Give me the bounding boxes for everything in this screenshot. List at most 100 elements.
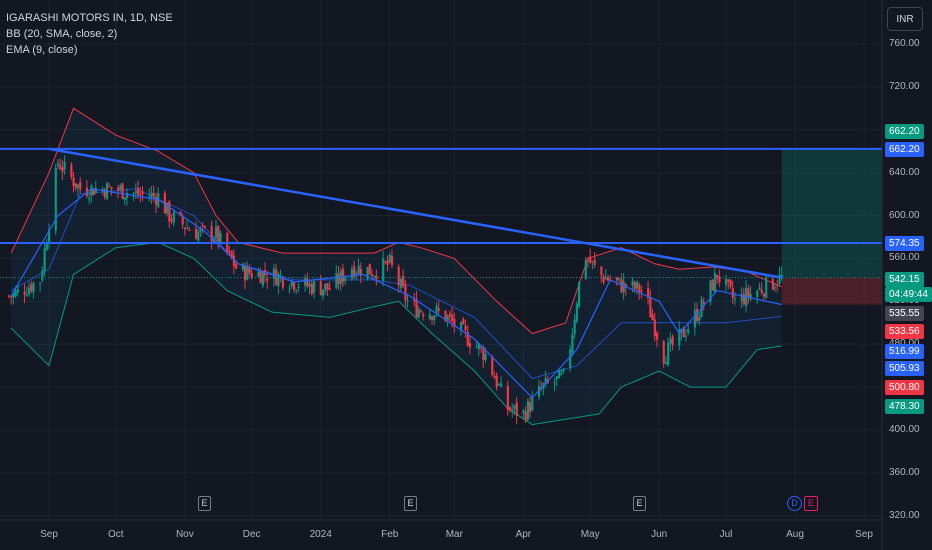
candle-body [390,256,394,266]
candle-body [649,298,652,318]
candle-body [43,248,46,271]
candle-body [647,288,650,299]
candle-body [384,261,387,263]
candle-body [341,268,345,282]
candle-body [297,286,300,288]
candle-body [357,265,360,274]
candle-body [183,227,187,230]
candle-body [475,346,478,348]
candle-body [569,349,572,369]
candle-body [344,276,347,282]
candle-body [63,161,66,170]
time-axis-label: Apr [515,529,532,540]
candle-body [462,318,465,325]
candle-body [366,267,369,279]
price-axis-label: 560.00 [889,252,920,264]
candle-body [749,293,752,300]
candle-body [241,264,244,270]
candle-body [308,283,311,287]
candle-body [319,281,322,295]
time-axis-label: Sep [40,529,58,540]
candle-body [16,288,20,293]
candle-body [742,294,746,305]
earnings-marker-3[interactable]: E [633,496,646,511]
candle-body [406,300,409,302]
candle-body [667,342,670,365]
candle-body [544,377,547,384]
ema-line [10,188,782,399]
candle-body [230,251,233,259]
dividend-marker[interactable]: D [787,496,802,511]
candle-body [337,273,340,284]
time-axis-label: Feb [381,529,399,540]
earnings-marker-1[interactable]: E [198,496,211,511]
candle-body [373,276,376,278]
candle-body [119,185,122,190]
candle-body [163,193,167,214]
candle-body [350,269,354,280]
candle-body [12,293,15,298]
candle-body [497,384,501,386]
candle-body [578,281,581,307]
candle-body [638,284,641,293]
candle-body [500,383,503,387]
symbol-title[interactable]: IGARASHI MOTORS IN, 1D, NSE [6,12,173,24]
candle-body [684,335,688,337]
position-profit-zone [781,148,882,278]
candle-body [466,331,469,346]
candle-body [620,279,623,293]
candle-body [713,272,717,293]
candle-body [778,274,781,284]
candle-body [664,362,668,365]
candle-body [602,276,605,283]
candle-body [179,211,182,216]
candle-body [653,319,656,336]
candle-body [259,271,262,284]
candle-body [404,284,407,301]
candle-body [386,260,389,265]
candle-body [123,197,126,200]
candle-body [170,219,173,221]
candle-body [562,368,565,372]
candle-body [194,229,198,240]
candle-body [235,264,238,269]
currency-button[interactable]: INR [887,7,923,31]
candle-body [70,164,73,177]
candle-body [687,328,690,334]
earnings-marker-2[interactable]: E [404,496,417,511]
price-axis-label: 360.00 [889,466,920,478]
candle-body [25,294,28,296]
candle-body [56,163,60,166]
ema-indicator-label[interactable]: EMA (9, close) [6,44,78,56]
time-axis-label: Nov [175,529,194,540]
candle-body [168,201,171,222]
candle-body [515,402,518,416]
candle-body [709,280,712,302]
candle-body [203,226,207,228]
time-axis-label: Jun [651,529,668,540]
candle-body [10,296,13,298]
candle-body [555,376,558,380]
candle-body [731,288,734,298]
candle-body [321,289,325,297]
candle-body [288,288,291,290]
candle-body [257,271,260,277]
candle-body [428,314,432,320]
bb-indicator-label[interactable]: BB (20, SMA, close, 2) [6,28,118,40]
candle-body [79,182,82,190]
lower-line-price-tag: 574.35 [885,236,924,251]
candle-body [368,263,371,275]
position-loss-zone [781,277,882,305]
candle-body [537,386,541,397]
candle-body [117,187,120,191]
descending-trendline [48,147,782,279]
candle-body [600,266,603,276]
candle-body [484,353,487,361]
bb-lower-red-price-tag: 500.80 [885,380,924,395]
candle-body [76,184,80,189]
candle-body [210,225,213,242]
candle-body [61,167,64,172]
earnings-upcoming-marker[interactable]: E [804,496,818,511]
price-axis-label: 720.00 [889,80,920,92]
